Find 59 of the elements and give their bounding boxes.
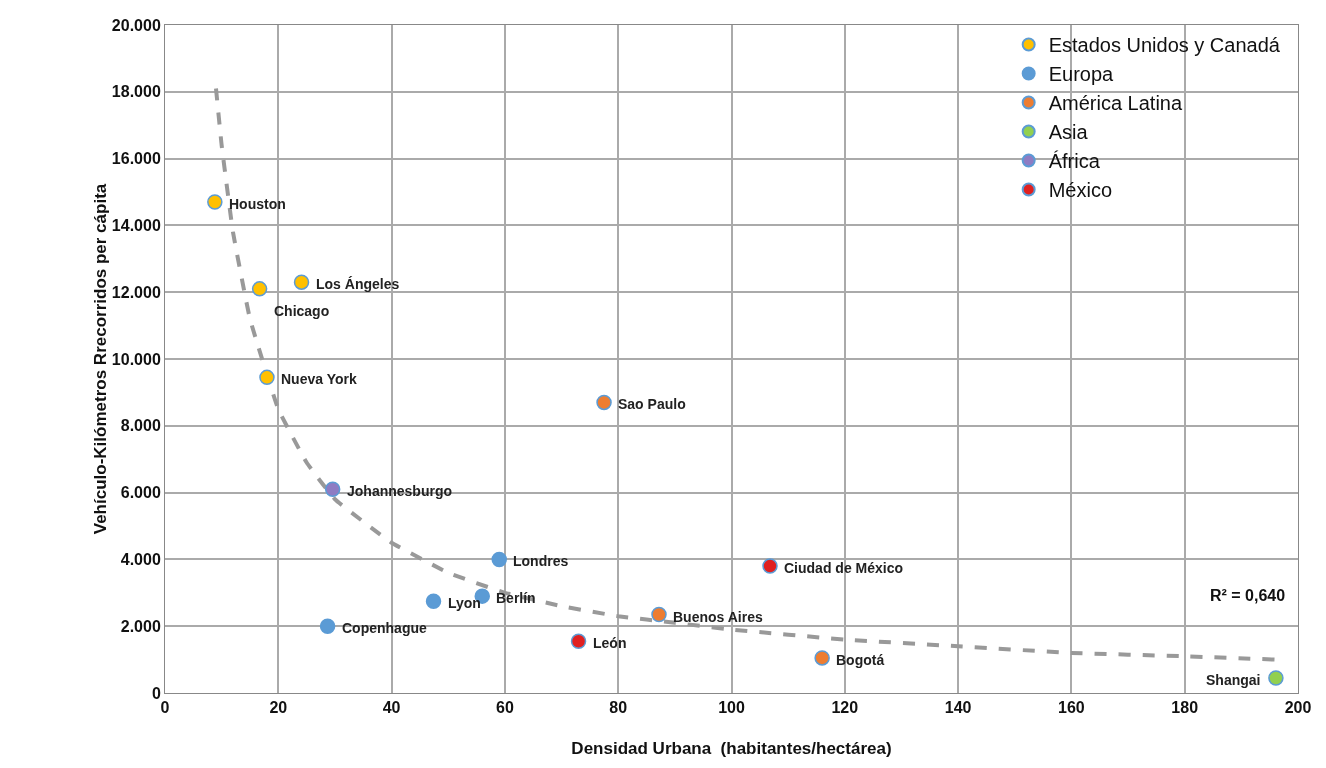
annotation: Berlín [496,590,536,606]
x-tick-label: 160 [1058,699,1085,717]
y-tick-label: 10.000 [111,350,161,368]
annotation: Nueva York [281,371,357,387]
legend-label: América Latina [1048,92,1183,115]
y-tick-label: 8.000 [120,417,161,435]
point [251,281,268,297]
y-tick-label: 12.000 [111,283,161,301]
annotation: Chicago [274,303,330,319]
x-tick-label: 180 [1171,699,1199,717]
legend-label: Estados Unidos y Canadá [1048,34,1281,57]
annotation: Shangai [1206,672,1261,688]
annotation: Buenos Aires [673,609,763,625]
annotation: Houston [229,196,286,212]
annotation: R² = 0,640 [1210,587,1286,604]
x-tick-label: 120 [831,699,859,717]
annotation: León [593,635,627,651]
x-tick-label: 200 [1284,699,1312,717]
x-tick-label: 140 [944,699,972,717]
point [651,606,667,623]
y-tick-label: 16.000 [111,150,161,168]
x-tick-label: 60 [496,699,514,717]
y-tick-label: 2.000 [120,617,161,635]
annotation: Los Ángeles [316,276,400,292]
x-tick-label: 100 [718,699,745,717]
point [814,650,830,666]
annotation: Londres [513,553,569,569]
point [596,394,612,411]
x-tick-label: 40 [382,699,401,717]
annotation: Sao Paulo [618,396,686,412]
annotation: Bogotá [836,652,885,668]
point [491,551,507,568]
annotation: Lyon [448,595,481,611]
point [425,593,442,609]
y-tick-label: 18.000 [111,83,161,101]
legend-label: África [1048,150,1101,173]
y-tick-label: 6.000 [120,484,161,502]
y-tick-label: 4.000 [120,551,161,568]
y-tick-label: 14.000 [111,217,161,234]
legend-label: Europa [1048,63,1115,86]
point [319,618,336,634]
x-axis-title: Densidad Urbana (habitantes/hectárea) [571,739,892,758]
x-tick-label: 20 [269,699,288,717]
annotation: Ciudad de México [784,560,904,576]
point [259,369,275,386]
point [207,194,223,210]
legend-label: México [1048,179,1113,202]
point [293,274,310,290]
point [1268,670,1284,686]
y-tick-label: 0 [151,684,161,702]
annotation: Johannesburgo [347,483,453,499]
y-axis-title: Vehículo-Kilómetros Rrecorridos per cápita [90,183,110,535]
y-tick-label: 20.000 [111,16,161,34]
point [324,481,341,497]
legend-label: Asia [1048,121,1089,144]
point [762,558,778,574]
x-tick-label: 80 [609,699,628,717]
point [570,633,587,649]
annotation: Copenhague [342,620,427,636]
